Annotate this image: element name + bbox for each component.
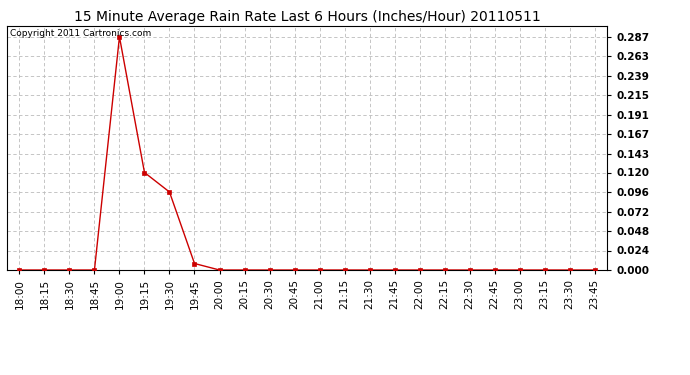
Title: 15 Minute Average Rain Rate Last 6 Hours (Inches/Hour) 20110511: 15 Minute Average Rain Rate Last 6 Hours…	[74, 10, 540, 24]
Text: Copyright 2011 Cartronics.com: Copyright 2011 Cartronics.com	[10, 29, 151, 38]
